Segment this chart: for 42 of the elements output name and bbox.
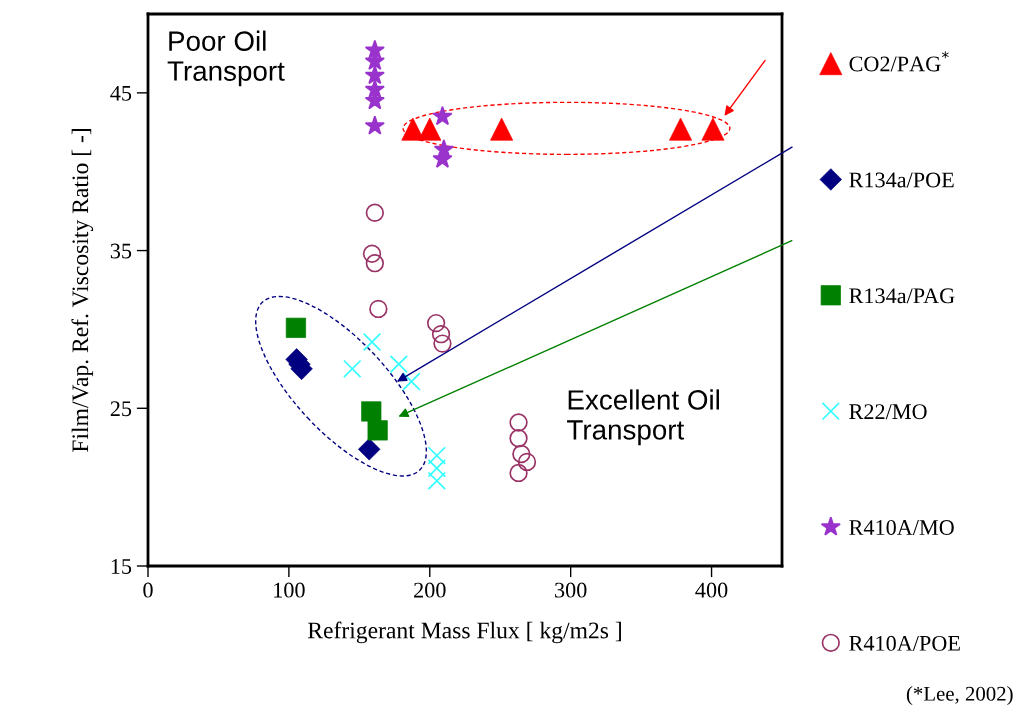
- annotation: Excellent Oil Transport: [567, 389, 719, 446]
- y-tick-label: 25: [110, 401, 132, 417]
- point: [509, 429, 528, 448]
- x-tick-label: 200: [414, 582, 446, 598]
- x-tick-label: 100: [274, 582, 305, 598]
- point: [365, 254, 384, 273]
- legend-label: CO2/PAG$^{*}$: [849, 51, 949, 72]
- x-tick-label: 300: [555, 582, 587, 598]
- point: [402, 372, 421, 391]
- x-axis-title: Refrigerant Mass Flux [ kg/m2s ]: [307, 621, 621, 644]
- annotation: Poor Oil Transport: [167, 30, 285, 87]
- text: (*Lee, 2002): [906, 686, 1013, 706]
- point: [512, 444, 531, 464]
- point: [364, 64, 385, 85]
- legend-label: R410A/POE: [849, 635, 960, 651]
- point: [362, 332, 382, 352]
- point: [426, 313, 446, 333]
- point: [427, 459, 446, 478]
- point: [364, 115, 385, 135]
- point: [509, 463, 528, 483]
- legend-label: R410A/MO: [849, 519, 954, 535]
- point: [517, 452, 537, 472]
- point: [427, 446, 446, 465]
- x-tick-label: 400: [695, 582, 728, 598]
- y-tick-label: 35: [110, 243, 132, 259]
- x-tick-label: 0: [143, 582, 153, 598]
- point: [369, 299, 388, 319]
- point: [362, 244, 382, 263]
- point: [389, 354, 408, 374]
- y-tick-label: 15: [111, 559, 132, 574]
- point: [509, 413, 528, 432]
- legend-label: R134a/PAG: [849, 288, 955, 304]
- point: [365, 203, 384, 222]
- y-tick-label: 45: [110, 85, 132, 101]
- point: [431, 324, 451, 344]
- point: [427, 471, 446, 491]
- legend-label: R22/MO: [849, 404, 927, 420]
- y-axis-title: Film/Vap. Ref. Viscosity Ratio [ -]: [71, 129, 94, 453]
- point: [433, 334, 452, 353]
- point: [343, 359, 362, 379]
- legend-label: R134a/POE: [849, 172, 954, 188]
- point: [432, 105, 453, 126]
